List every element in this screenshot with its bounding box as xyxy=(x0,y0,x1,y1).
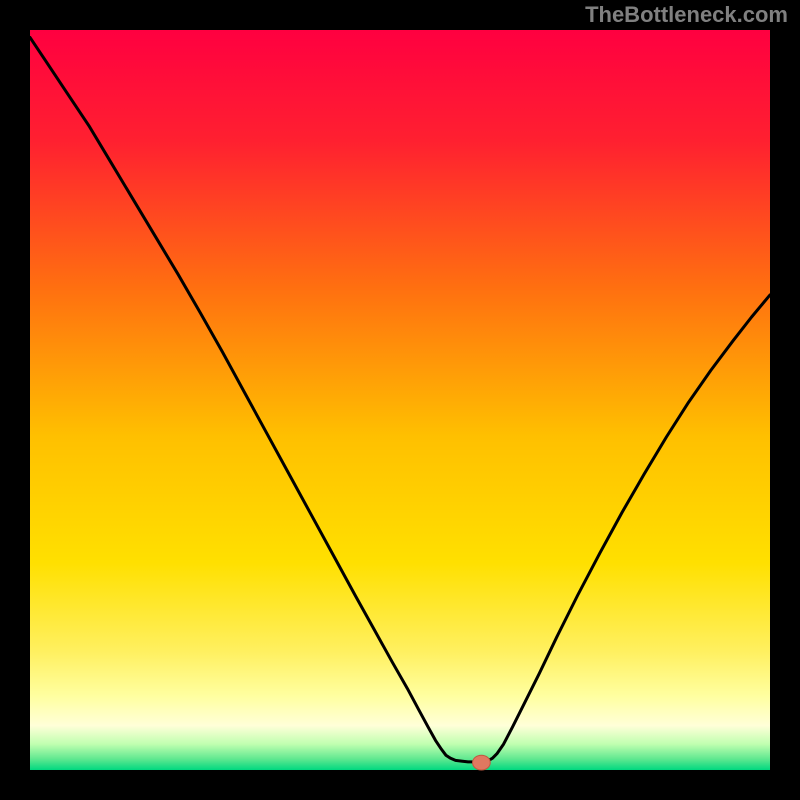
watermark-text: TheBottleneck.com xyxy=(585,2,788,28)
chart-gradient-bg xyxy=(30,30,770,770)
optimal-point-marker xyxy=(473,755,491,770)
bottleneck-chart xyxy=(0,0,800,800)
